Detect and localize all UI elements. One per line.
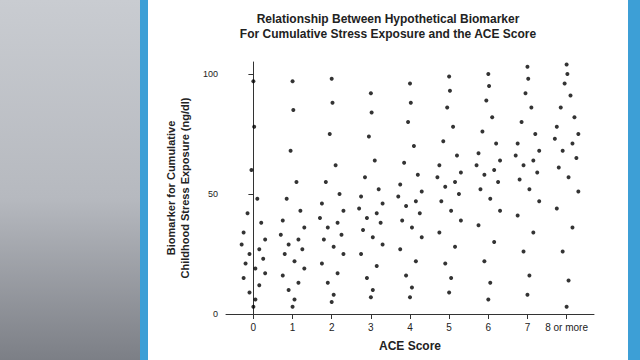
svg-text:8 or more: 8 or more bbox=[545, 322, 588, 333]
svg-text:2: 2 bbox=[329, 322, 335, 333]
svg-text:For Cumulative Stress Exposure: For Cumulative Stress Exposure and the A… bbox=[240, 27, 537, 41]
svg-text:50: 50 bbox=[208, 189, 218, 199]
svg-text:4: 4 bbox=[407, 322, 413, 333]
svg-text:ACE Score: ACE Score bbox=[379, 339, 441, 353]
svg-text:5: 5 bbox=[446, 322, 452, 333]
svg-text:6: 6 bbox=[486, 322, 492, 333]
svg-text:0: 0 bbox=[213, 309, 218, 319]
svg-text:100: 100 bbox=[203, 69, 218, 79]
svg-text:7: 7 bbox=[525, 322, 531, 333]
svg-text:Relationship Between Hypotheti: Relationship Between Hypothetical Biomar… bbox=[257, 12, 520, 26]
svg-text:3: 3 bbox=[368, 322, 374, 333]
svg-text:Biomarker for Cumulative: Biomarker for Cumulative bbox=[165, 121, 177, 255]
svg-text:Childhood Stress Exposure (ng/: Childhood Stress Exposure (ng/dl) bbox=[179, 97, 191, 278]
svg-text:1: 1 bbox=[290, 322, 296, 333]
svg-text:0: 0 bbox=[251, 322, 257, 333]
